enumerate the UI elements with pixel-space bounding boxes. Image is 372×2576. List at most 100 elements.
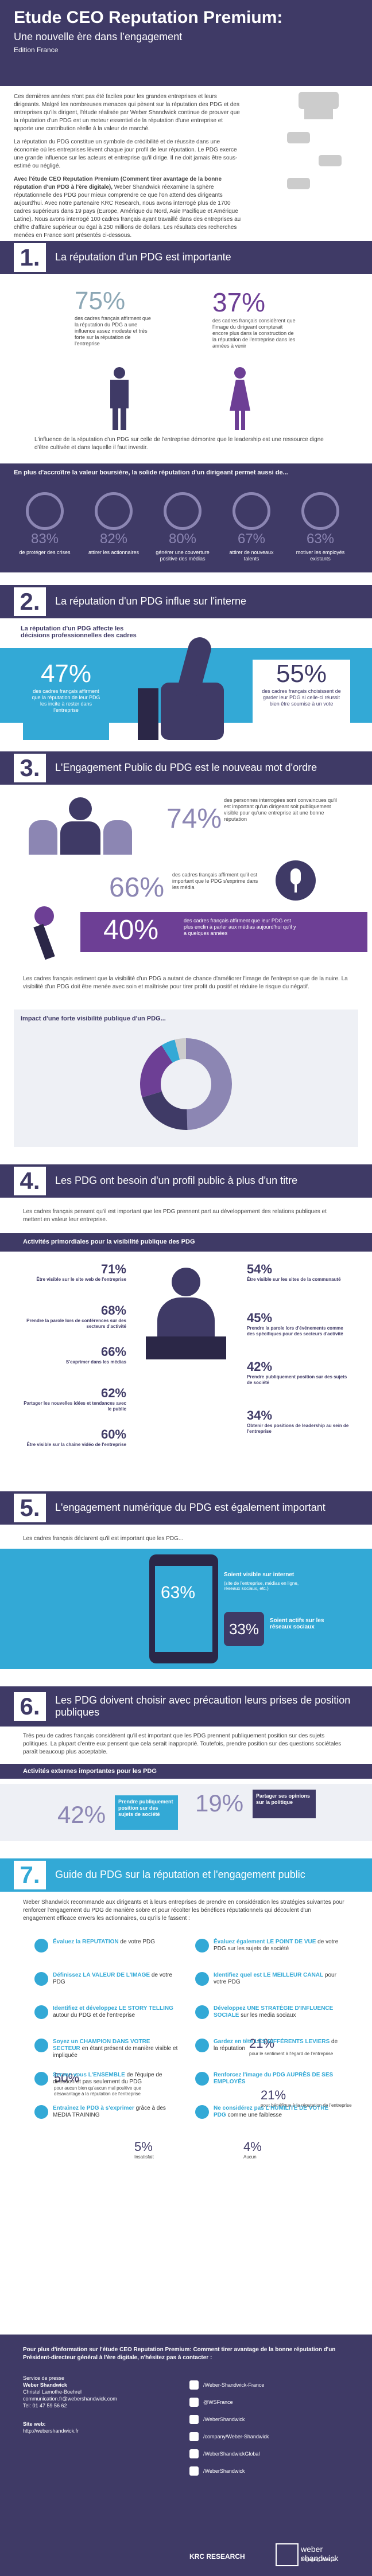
s5-s2-label: Soient actifs sur les réseaux sociaux: [270, 1618, 324, 1630]
s5-band: 63% Soient visible sur internet (site de…: [0, 1549, 372, 1669]
impact-item: 21% pour le sentiment à l'égard de l'entr…: [249, 2036, 341, 2057]
guide-icon: [34, 2105, 48, 2119]
s4-left-item: 66% S'exprimer dans les médias: [23, 1344, 126, 1365]
contact-title: Service de presse: [23, 2375, 65, 2381]
guide-strong: Évaluez la REPUTATION: [53, 1939, 119, 1945]
s4-item-pct: 62%: [100, 1386, 126, 1400]
s4-right-item: 45% Prendre la parole lors d'événements c…: [247, 1311, 350, 1337]
guide-strong: Renforcez l'image du PDG AUPRÈS DE SES E…: [214, 2072, 334, 2085]
impact-label: pour bénéfique à la réputation de l'entr…: [261, 2103, 352, 2108]
guide-icon: [34, 1939, 48, 1953]
s4-right-item: 34% Obtenir des positions de leadership a…: [247, 1408, 350, 1435]
s2-right-box: 55% des cadres français choisissent de g…: [253, 660, 350, 740]
section-5-number: 5.: [14, 1494, 46, 1522]
social-icon: [189, 2432, 199, 2441]
s4-left-item: 71% Être visible sur le site web de l'ent…: [23, 1262, 126, 1283]
social-icon: [189, 2466, 199, 2476]
guide-icon: [34, 2039, 48, 2052]
s4-item-label: Prendre la parole lors d'événements comm…: [247, 1326, 343, 1336]
s4-item-label: Prendre la parole lors de conférences su…: [26, 1318, 126, 1329]
impact-pct: 5%: [134, 2139, 153, 2154]
section-4-number: 4.: [14, 1167, 46, 1195]
social-icon: [189, 2415, 199, 2424]
benefit-label: motiver les employés existants: [296, 550, 345, 562]
guide-rest: autour du PDG et de l'entreprise: [53, 2012, 135, 2018]
footer: Pour plus d'information sur l'étude CEO …: [0, 2335, 372, 2576]
impact-pct: 21%: [249, 2036, 275, 2051]
impact-pct: 21%: [261, 2088, 286, 2102]
impact-pct: 4%: [243, 2139, 262, 2154]
s5-s1-pct: 63%: [161, 1583, 196, 1602]
s4-item-pct: 66%: [100, 1344, 126, 1359]
speaker-icon: [140, 1268, 232, 1371]
guide-icon: [195, 2039, 209, 2052]
section-7-number: 7.: [14, 1861, 46, 1889]
impact-label: pour aucun bien qu'aucun mal positive qu…: [54, 2086, 141, 2096]
guide-strong: Évaluez également LE POINT DE VUE: [214, 1939, 316, 1945]
guide-text: Renforcez l'image du PDG AUPRÈS DE SES E…: [214, 2072, 339, 2086]
section-1-title: La réputation d'un PDG est importante: [55, 251, 231, 263]
guide-rest: en étant présent de manière visible et i…: [53, 2045, 178, 2059]
s5-s2-bubble: 33%: [224, 1612, 264, 1646]
s4-item-pct: 34%: [247, 1408, 273, 1423]
site-label: Site web:: [23, 2421, 46, 2427]
guide-strong: Définissez LA VALEUR DE L'IMAGE: [53, 1972, 150, 1978]
site-link[interactable]: http://webershandwick.fr: [23, 2428, 79, 2434]
intro-strong: Avec l'étude CEO Reputation Premium (Com…: [14, 176, 222, 190]
section-2-number: 2.: [14, 587, 46, 616]
guide-icon: [195, 2105, 209, 2119]
guide-rest: de votre PDG: [118, 1939, 156, 1945]
social-link[interactable]: /Weber-Shandwick-France: [203, 2382, 265, 2388]
social-icon: [189, 2449, 199, 2458]
contact-l1: Christel Lamothe-Boehrel: [23, 2389, 82, 2395]
guide-rest: de l'équipe de direction et pas seulemen…: [53, 2072, 162, 2085]
social-icon: [189, 2398, 199, 2407]
benefit-label: générer une couverture positive des médi…: [156, 550, 210, 562]
impact-label: Insatisfait: [134, 2154, 154, 2160]
social-link[interactable]: @WSFrance: [203, 2399, 233, 2405]
handheld-mic-icon: [23, 906, 63, 964]
s3-s3-band: 40% des cadres français affirment que le…: [80, 912, 367, 952]
header-banner: Etude CEO Reputation Premium: Une nouvel…: [0, 0, 372, 86]
crowd-icon: [23, 797, 138, 855]
social-link[interactable]: /WeberShandwick: [203, 2468, 245, 2474]
impact-pct: 50%: [54, 2071, 80, 2085]
intro-paragraph-3: Avec l'étude CEO Reputation Premium (Com…: [14, 176, 243, 240]
s6-stats: 42% Prendre publiquement position sur de…: [0, 1784, 372, 1841]
contact-name: Weber Shandwick: [23, 2382, 67, 2388]
contact-phone: Tel: 01 47 59 56 62: [23, 2403, 67, 2409]
s1-left-pct: 75%: [75, 287, 126, 315]
page-title: Etude CEO Reputation Premium:: [14, 8, 283, 27]
guide-text: Définissez LA VALEUR DE L'IMAGE de votre…: [53, 1972, 178, 1986]
s4-item-pct: 71%: [100, 1262, 126, 1276]
social-link[interactable]: /WeberShandwickGlobal: [203, 2451, 260, 2457]
s4-body: Les cadres français pensent qu'il est im…: [23, 1209, 327, 1223]
woman-icon: [230, 367, 250, 430]
guide-rest: pour votre PDG: [214, 1972, 336, 1985]
guide-rest: de votre PDG sur les sujets de société: [214, 1939, 339, 1952]
social-icon: [189, 2380, 199, 2390]
s4-item-label: Être visible sur la chaîne vidéo de l'en…: [26, 1442, 126, 1447]
guide-rest: sur les media sociaux: [239, 2012, 296, 2018]
s5-s1-sub: (site de l'entreprise, médias en ligne, …: [224, 1581, 299, 1591]
guide-text: Soyez un CHAMPION DANS VOTRE SECTEUR en …: [53, 2039, 178, 2059]
logo-text: weber shandwick: [301, 2544, 339, 2563]
benefit-circle: [95, 492, 133, 530]
page-subtitle: Une nouvelle ère dans l’engagement: [14, 31, 183, 42]
s2-left-pct: 47%: [40, 660, 92, 688]
phone-icon: 63%: [149, 1554, 218, 1663]
s4-item-pct: 45%: [247, 1311, 273, 1325]
guide-icon: [195, 1939, 209, 1953]
social-link[interactable]: /WeberShandwick: [203, 2417, 245, 2422]
guide-strong: Servez-vous L'ENSEMBLE: [53, 2072, 125, 2078]
guide-icon: [195, 1972, 209, 1986]
contact-email[interactable]: communication.fr@webershandwick.com: [23, 2396, 117, 2402]
intro-p3-rest: Weber Shandwick réexamine la sphère répu…: [14, 184, 241, 239]
social-link[interactable]: /company/Weber-Shandwick: [203, 2434, 269, 2439]
benefit-label: de protéger des crises: [19, 550, 71, 555]
guide-icon: [195, 2072, 209, 2086]
s1-right-pct: 37%: [212, 287, 266, 317]
s4-item-pct: 60%: [100, 1427, 126, 1441]
section-6-header: 6. Les PDG doivent choisir avec précauti…: [0, 1686, 372, 1727]
s5-s1-label: Soient visible sur internet: [224, 1572, 294, 1578]
